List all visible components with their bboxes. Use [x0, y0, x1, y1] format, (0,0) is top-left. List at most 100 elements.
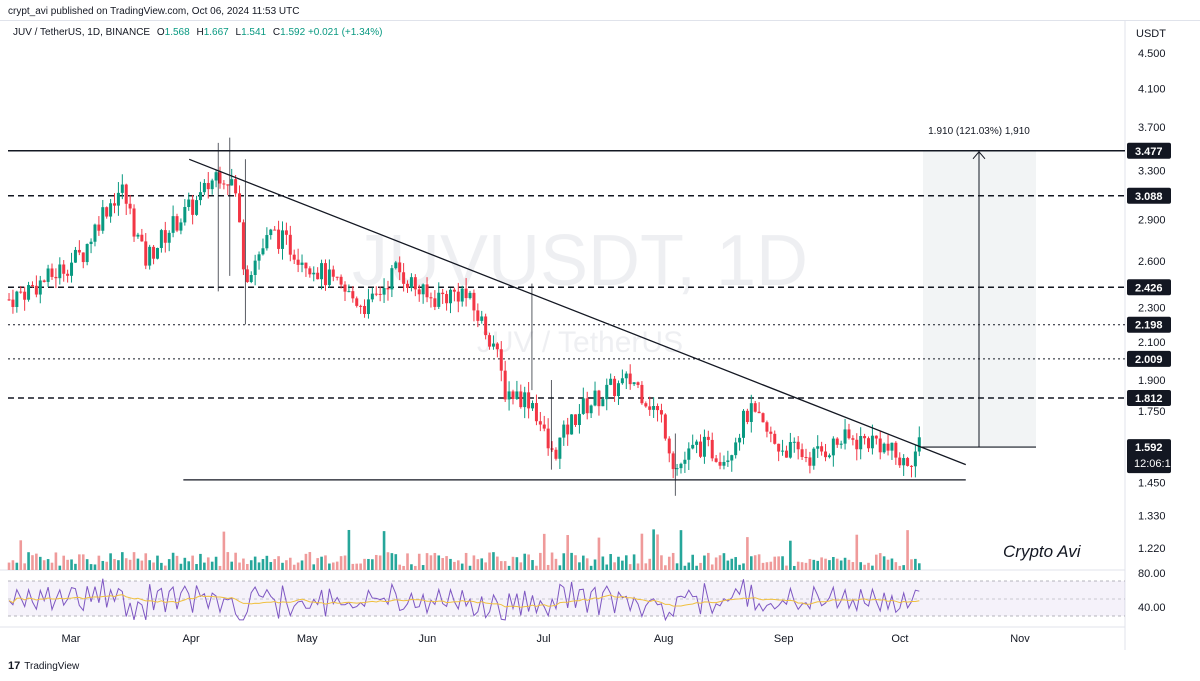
- volume-bar: [613, 562, 616, 570]
- candle: [851, 438, 855, 440]
- volume-bar: [445, 556, 448, 570]
- candle: [581, 398, 585, 414]
- candle: [105, 207, 109, 217]
- volume-bar: [664, 565, 667, 570]
- volume-bar: [277, 556, 280, 570]
- level-badge-1: [1127, 142, 1171, 159]
- candle: [417, 289, 421, 295]
- volume-bar: [273, 559, 276, 570]
- candle: [605, 384, 609, 400]
- volume-bar: [644, 563, 648, 570]
- volume-bar: [859, 562, 862, 570]
- change-value: +0.021 (+1.34%): [307, 27, 383, 38]
- candles-group: [7, 137, 921, 496]
- volume-bar: [128, 559, 132, 570]
- candle: [163, 230, 167, 243]
- volume-bar: [163, 565, 167, 570]
- candle: [488, 335, 492, 347]
- volume-bar: [308, 552, 312, 570]
- volume-bar: [292, 564, 296, 570]
- candle: [402, 272, 406, 284]
- price-tick-3: 3.700: [1138, 122, 1166, 134]
- candle: [327, 269, 331, 286]
- price-tick-6: 2.600: [1138, 256, 1166, 268]
- volume-bar: [109, 553, 112, 570]
- volume-bar: [882, 556, 886, 570]
- volume-bar: [226, 552, 230, 570]
- candle: [429, 297, 433, 299]
- candle: [113, 203, 117, 206]
- volume-bar: [312, 564, 316, 570]
- candle: [370, 293, 374, 300]
- volume-bar: [269, 562, 273, 570]
- candle: [304, 262, 308, 269]
- volume-bar: [824, 558, 827, 570]
- volume-bar: [355, 563, 359, 570]
- volume-bar: [648, 558, 652, 570]
- volume-bar: [550, 552, 554, 570]
- candle: [366, 299, 370, 315]
- candle: [710, 439, 714, 459]
- footer: 17 TradingView: [8, 660, 79, 672]
- candle: [738, 437, 742, 443]
- volume-bar: [425, 553, 429, 570]
- volume-bar: [386, 552, 390, 570]
- volume-bar: [257, 562, 261, 570]
- volume-bar: [578, 562, 581, 570]
- candle: [472, 292, 476, 311]
- currency-label[interactable]: USDT: [1136, 28, 1166, 40]
- candle: [54, 276, 58, 279]
- volume-bar: [265, 555, 269, 570]
- volume-bar: [703, 555, 706, 570]
- volume-bar: [50, 562, 54, 570]
- volume-bar: [343, 555, 347, 570]
- candle: [628, 373, 632, 385]
- level-label-2: 3.088: [1135, 191, 1163, 203]
- volume-bar: [488, 552, 491, 570]
- candle: [148, 246, 152, 266]
- volume-bar: [183, 557, 187, 570]
- volume-bar: [246, 563, 249, 570]
- level-badge-5: [1127, 350, 1171, 367]
- candle: [81, 252, 85, 263]
- candle: [316, 272, 320, 280]
- candle: [527, 392, 531, 409]
- volume-bar: [816, 560, 820, 570]
- volume-bar: [507, 565, 511, 570]
- candle: [144, 241, 148, 266]
- candle: [804, 457, 808, 459]
- candle: [722, 461, 726, 466]
- candle: [195, 200, 199, 215]
- candle: [835, 438, 839, 445]
- volume-bar: [121, 552, 124, 570]
- candle: [179, 222, 183, 231]
- candle: [89, 241, 93, 245]
- candle: [437, 292, 441, 307]
- volume-bar: [531, 560, 534, 570]
- candle: [769, 431, 773, 434]
- candle: [124, 184, 128, 204]
- volume-bar: [289, 557, 292, 570]
- candle: [351, 291, 355, 299]
- volume-bar: [839, 560, 843, 570]
- volume-bar: [582, 555, 585, 570]
- open-value: 1.568: [164, 27, 190, 38]
- candle: [632, 382, 636, 385]
- volume-bar: [574, 555, 577, 570]
- price-tick-10: 1.750: [1138, 406, 1166, 418]
- candle: [827, 455, 831, 458]
- volume-bar: [835, 558, 839, 570]
- volume-bar: [242, 558, 245, 570]
- volume-bar: [804, 562, 808, 570]
- volume-bar: [421, 565, 425, 570]
- volume-bar: [910, 559, 913, 570]
- volume-bar: [58, 565, 62, 570]
- volume-bar: [718, 555, 722, 570]
- month-label-aug: Aug: [654, 633, 674, 645]
- volume-bar: [238, 562, 241, 570]
- candle: [409, 277, 413, 288]
- volume-bar: [101, 560, 105, 570]
- candle: [624, 373, 628, 379]
- volume-bar: [304, 553, 308, 570]
